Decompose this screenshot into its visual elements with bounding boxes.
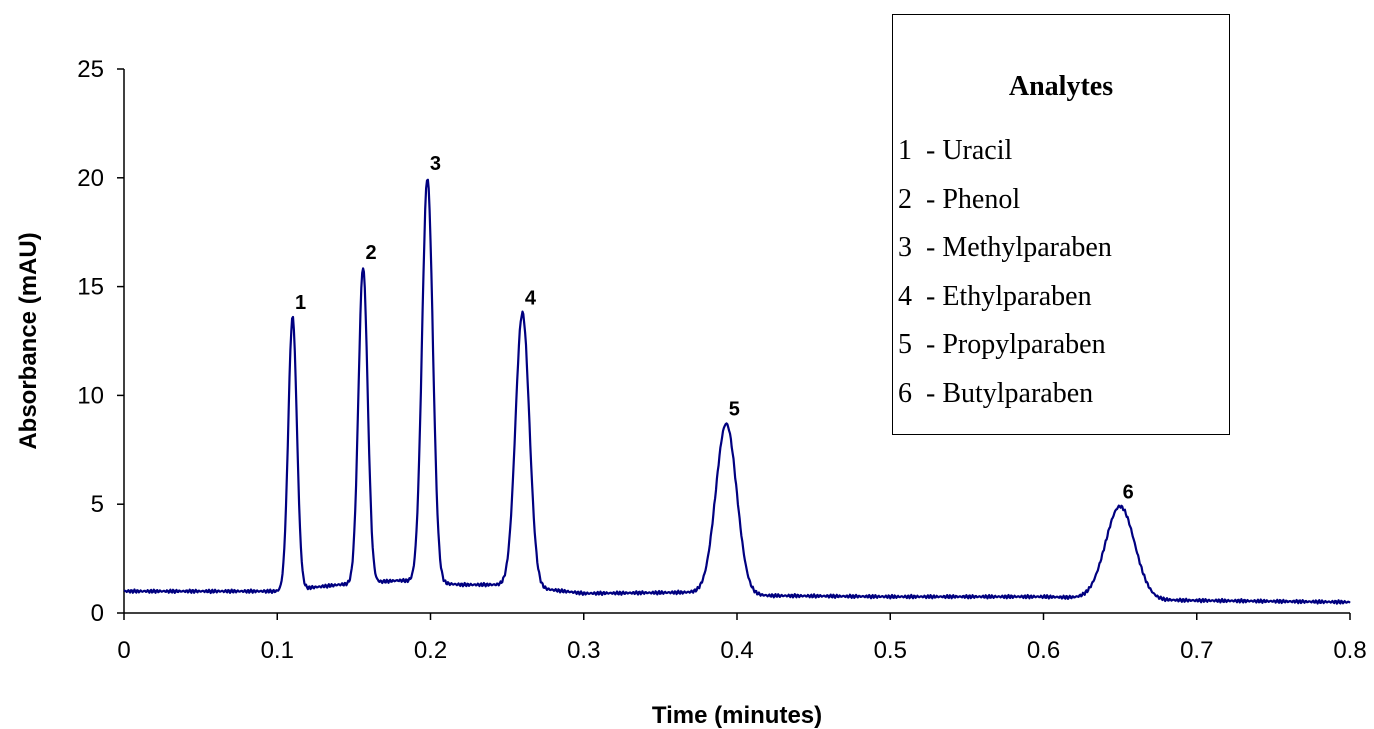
x-axis-title: Time (minutes) bbox=[652, 702, 822, 729]
y-tick-label: 15 bbox=[77, 274, 104, 301]
legend-item-label: - Methylparaben bbox=[926, 232, 1112, 263]
legend-item-number: 3 bbox=[898, 232, 912, 263]
legend-item: 2 - Phenol bbox=[898, 176, 1112, 225]
legend-item-label: - Propylparaben bbox=[926, 329, 1106, 360]
y-tick-label: 0 bbox=[91, 600, 104, 627]
legend-item-number: 2 bbox=[898, 183, 912, 215]
legend-item: 1 - Uracil bbox=[898, 127, 1112, 176]
legend-item-label: - Uracil bbox=[926, 135, 1013, 166]
legend-item: 3 - Methylparaben bbox=[898, 224, 1112, 273]
legend: Analytes 1 - Uracil 2 - Phenol 3 - Methylpa… bbox=[892, 14, 1230, 435]
legend-item: 4 - Ethylparaben bbox=[898, 273, 1112, 322]
peak-label: 1 bbox=[295, 292, 306, 314]
legend-item-label: - Phenol bbox=[926, 183, 1021, 215]
peak-label: 3 bbox=[430, 153, 441, 175]
peak-label: 2 bbox=[366, 242, 377, 264]
legend-item-number: 6 bbox=[898, 377, 912, 409]
y-axis-title: Absorbance (mAU) bbox=[15, 232, 42, 449]
x-tick-label: 0.3 bbox=[567, 637, 600, 664]
x-tick-label: 0.1 bbox=[261, 637, 294, 664]
x-tick-label: 0.8 bbox=[1333, 637, 1366, 664]
y-tick-label: 5 bbox=[91, 491, 104, 518]
legend-item-number: 4 bbox=[898, 280, 912, 312]
y-tick-label: 20 bbox=[77, 165, 104, 192]
legend-item-number: 5 bbox=[898, 329, 912, 360]
y-tick-label: 10 bbox=[77, 382, 104, 409]
legend-list: 1 - Uracil 2 - Phenol 3 - Methylparaben 4 - … bbox=[898, 127, 1112, 418]
peak-label: 4 bbox=[525, 288, 537, 310]
peak-label: 6 bbox=[1123, 481, 1134, 503]
legend-item-label: - Ethylparaben bbox=[926, 280, 1092, 312]
legend-item: 5 - Propylparaben bbox=[898, 321, 1112, 370]
legend-item-number: 1 bbox=[898, 135, 912, 166]
legend-title: Analytes bbox=[1008, 71, 1114, 102]
x-tick-label: 0 bbox=[117, 637, 130, 664]
peak-label: 5 bbox=[729, 399, 740, 421]
x-tick-label: 0.4 bbox=[720, 637, 753, 664]
chromatogram-trace bbox=[123, 178, 1351, 605]
x-tick-label: 0.5 bbox=[874, 637, 907, 664]
legend-item-label: - Butylparaben bbox=[926, 377, 1094, 409]
peak-labels: 1 2 3 4 5 6 bbox=[295, 153, 1134, 504]
legend-item: 6 - Butylparaben bbox=[898, 370, 1112, 419]
y-tick-label: 25 bbox=[77, 56, 104, 83]
x-tick-label: 0.6 bbox=[1027, 637, 1060, 664]
x-tick-label: 0.2 bbox=[414, 637, 447, 664]
x-tick-label: 0.7 bbox=[1180, 637, 1213, 664]
